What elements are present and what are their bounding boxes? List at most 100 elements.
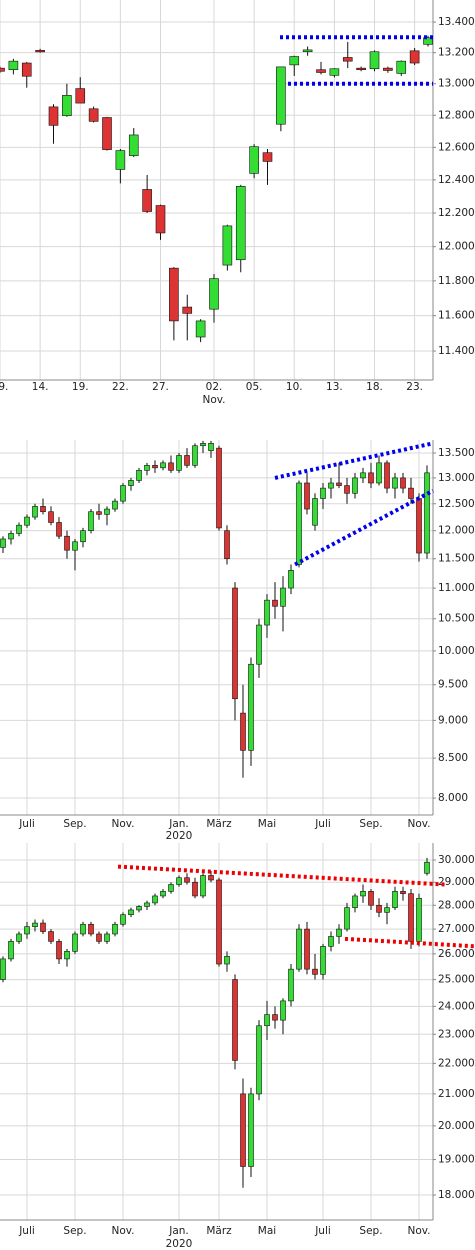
candle-body bbox=[416, 498, 422, 554]
candle-body bbox=[232, 587, 238, 700]
y-tick-label: 12.600 bbox=[438, 141, 475, 153]
candle-body bbox=[112, 500, 118, 510]
candle-body bbox=[222, 225, 233, 266]
candle-body bbox=[32, 506, 38, 518]
candle-body bbox=[88, 923, 94, 935]
candle-body bbox=[316, 69, 326, 73]
x-tick-label: 13. bbox=[326, 381, 343, 393]
candles bbox=[0, 440, 430, 778]
candle-body bbox=[160, 891, 166, 897]
candle-body bbox=[144, 465, 150, 471]
candle-body bbox=[240, 1093, 246, 1167]
candle-body bbox=[21, 62, 32, 77]
y-tick-label: 11.400 bbox=[438, 345, 475, 357]
y-tick-label: 12.000 bbox=[438, 241, 475, 253]
y-tick-label: 13.000 bbox=[438, 472, 475, 484]
y-tick-label: 12.500 bbox=[438, 498, 475, 510]
x-sublabel: Nov. bbox=[202, 394, 225, 406]
candle-body bbox=[368, 472, 374, 484]
candle-body bbox=[272, 599, 278, 607]
candle-body bbox=[195, 320, 206, 338]
candle-body bbox=[336, 928, 342, 937]
candle-body bbox=[128, 909, 134, 915]
y-tick-label: 26.000 bbox=[438, 948, 475, 960]
candle-body bbox=[32, 922, 38, 927]
x-tick-label: Nov. bbox=[111, 1225, 134, 1237]
panel: 13.500 13.000 12.500 12.000 11.500 11.000 10.5… bbox=[0, 440, 475, 842]
y-tick-label: 10.500 bbox=[438, 613, 475, 625]
candle-body bbox=[240, 712, 246, 751]
trendline bbox=[344, 936, 475, 949]
x-tick-label: 18. bbox=[366, 381, 383, 393]
candle-body bbox=[64, 951, 70, 960]
y-tick-label: 30.000 bbox=[438, 854, 475, 866]
candle-body bbox=[369, 51, 380, 70]
y-tick-label: 11.800 bbox=[438, 275, 475, 287]
candle-body bbox=[48, 106, 59, 126]
x-tick-label: Jan. bbox=[168, 1225, 189, 1237]
x-tick-label: 05. bbox=[246, 381, 263, 393]
candle-body bbox=[75, 88, 86, 104]
x-tick-label: Sep. bbox=[63, 818, 86, 830]
x-tick-label: Sep. bbox=[359, 1225, 382, 1237]
candle-body bbox=[208, 875, 214, 881]
candle-body bbox=[383, 67, 393, 71]
candle-body bbox=[128, 134, 139, 156]
candle-body bbox=[216, 879, 222, 965]
candle-body bbox=[288, 968, 294, 1002]
candles bbox=[0, 857, 430, 1188]
candle-body bbox=[296, 928, 302, 970]
y-tick-label: 12.200 bbox=[438, 207, 475, 219]
candle-body bbox=[289, 56, 300, 66]
candle-body bbox=[168, 884, 174, 892]
candle-body bbox=[0, 67, 5, 72]
candle-body bbox=[40, 922, 46, 932]
y-tick-label: 28.000 bbox=[438, 899, 475, 911]
candle-body bbox=[368, 891, 374, 906]
candle-body bbox=[235, 186, 246, 261]
x-tick-label: Juli bbox=[18, 818, 35, 830]
candles bbox=[0, 35, 433, 343]
panel: 30.000 29.000 28.000 27.000 26.000 25.000 24.0… bbox=[0, 843, 475, 1250]
candle-body bbox=[256, 624, 262, 665]
candle-body bbox=[342, 57, 353, 62]
x-tick-label: 14. bbox=[32, 381, 49, 393]
x-tick-label: Jan. bbox=[168, 818, 189, 830]
candle-body bbox=[344, 485, 350, 494]
candle-body bbox=[56, 941, 62, 960]
candle-body bbox=[208, 443, 214, 451]
candle-body bbox=[176, 455, 182, 471]
candle-body bbox=[62, 95, 72, 116]
x-sublabel: 2020 bbox=[166, 830, 193, 842]
y-tick-label: 19.000 bbox=[438, 1154, 475, 1166]
candle-body bbox=[176, 877, 182, 885]
candle-body bbox=[120, 914, 126, 925]
y-tick-label: 23.000 bbox=[438, 1028, 475, 1040]
candle-body bbox=[8, 941, 14, 960]
y-tick-label: 13.400 bbox=[438, 16, 475, 28]
y-tick-label: 8.000 bbox=[438, 792, 468, 804]
candle-body bbox=[360, 891, 366, 897]
candle-body bbox=[424, 472, 430, 554]
candle-body bbox=[40, 506, 46, 513]
candle-body bbox=[312, 498, 318, 526]
candle-body bbox=[184, 877, 190, 883]
y-tick-label: 11.600 bbox=[438, 310, 475, 322]
x-tick-label: 27. bbox=[152, 381, 169, 393]
candle-body bbox=[248, 663, 254, 751]
y-tick-label: 11.500 bbox=[438, 553, 475, 565]
candle-body bbox=[16, 524, 22, 534]
candle-body bbox=[248, 1093, 254, 1167]
candle-body bbox=[352, 477, 358, 494]
x-tick-label: Sep. bbox=[359, 818, 382, 830]
candle-body bbox=[88, 108, 99, 122]
candle-body bbox=[216, 447, 222, 529]
candle-body bbox=[152, 895, 158, 904]
candle-body bbox=[302, 49, 313, 53]
candle-body bbox=[8, 533, 14, 540]
candle-body bbox=[384, 907, 390, 913]
y-tick-label: 9.000 bbox=[438, 714, 468, 726]
candle-body bbox=[72, 541, 78, 551]
candle-body bbox=[104, 508, 110, 515]
x-tick-label: Juli bbox=[18, 1225, 35, 1237]
